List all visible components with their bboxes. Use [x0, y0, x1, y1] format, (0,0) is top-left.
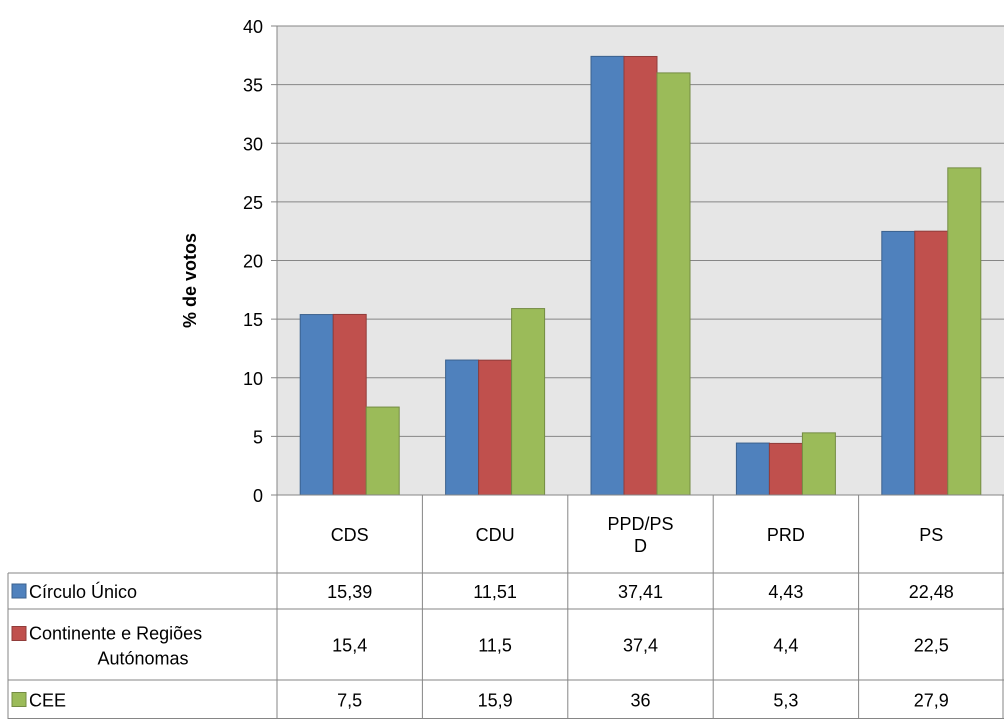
category-label: PPD/PS	[607, 514, 673, 534]
category-label: CDS	[331, 525, 369, 545]
data-label: 4,43	[768, 582, 803, 602]
y-tick-label: 5	[253, 427, 263, 447]
data-label: 36	[630, 691, 650, 711]
data-label: 4,4	[773, 636, 798, 656]
bar-cee-cdu	[511, 308, 546, 496]
bar-continente-e-regioes-autonomas-cds	[332, 313, 367, 496]
bar-cee-prd	[801, 432, 836, 496]
y-tick-label: 15	[243, 310, 263, 330]
category-label: D	[634, 536, 647, 556]
data-label: 15,9	[478, 691, 513, 711]
y-tick-label: 40	[243, 17, 263, 37]
data-label: 37,41	[618, 582, 663, 602]
y-tick-label: 35	[243, 76, 263, 96]
data-label: 7,5	[337, 691, 362, 711]
bar-continente-e-regioes-autonomas-prd	[768, 442, 803, 496]
series-name: Autónomas	[97, 649, 188, 669]
data-label: 11,51	[473, 582, 517, 602]
legend-key-continente-e-regioes-autonomas	[11, 626, 27, 641]
bar-cee-ppd-psd	[656, 72, 691, 496]
bar-cee-ps	[947, 167, 982, 496]
series-name: Círculo Único	[29, 581, 137, 602]
bar-circulo-unico-cdu	[445, 359, 480, 496]
data-label: 27,9	[914, 691, 949, 711]
data-label: 15,4	[332, 636, 367, 656]
bar-continente-e-regioes-autonomas-cdu	[478, 359, 513, 496]
bar-continente-e-regioes-autonomas-ps	[914, 230, 949, 496]
legend-key-cee	[11, 692, 27, 707]
data-label: 22,5	[914, 636, 949, 656]
bar-circulo-unico-ppd-psd	[590, 55, 625, 496]
data-label: 5,3	[773, 691, 798, 711]
y-tick-label: 20	[243, 252, 263, 272]
bar-circulo-unico-cds	[299, 314, 334, 496]
y-tick-label: 0	[253, 486, 263, 506]
y-axis-title: % de votos	[180, 233, 200, 328]
y-tick-label: 30	[243, 134, 263, 154]
category-label: CDU	[476, 525, 515, 545]
data-label: 11,5	[478, 636, 512, 656]
series-name: Continente e Regiões	[29, 624, 202, 644]
series-name: CEE	[29, 691, 66, 711]
bar-circulo-unico-prd	[735, 442, 770, 496]
category-label: PRD	[767, 525, 805, 545]
data-label: 37,4	[623, 636, 658, 656]
data-label: 15,39	[327, 582, 372, 602]
bar-cee-cds	[365, 406, 400, 496]
bar-continente-e-regioes-autonomas-ppd-psd	[623, 55, 658, 496]
y-tick-label: 10	[243, 369, 263, 389]
legend-key-circulo-unico	[11, 583, 27, 599]
data-label: 22,48	[909, 582, 954, 602]
category-label: PS	[919, 525, 943, 545]
bar-circulo-unico-ps	[881, 230, 916, 496]
y-tick-label: 25	[243, 193, 263, 213]
